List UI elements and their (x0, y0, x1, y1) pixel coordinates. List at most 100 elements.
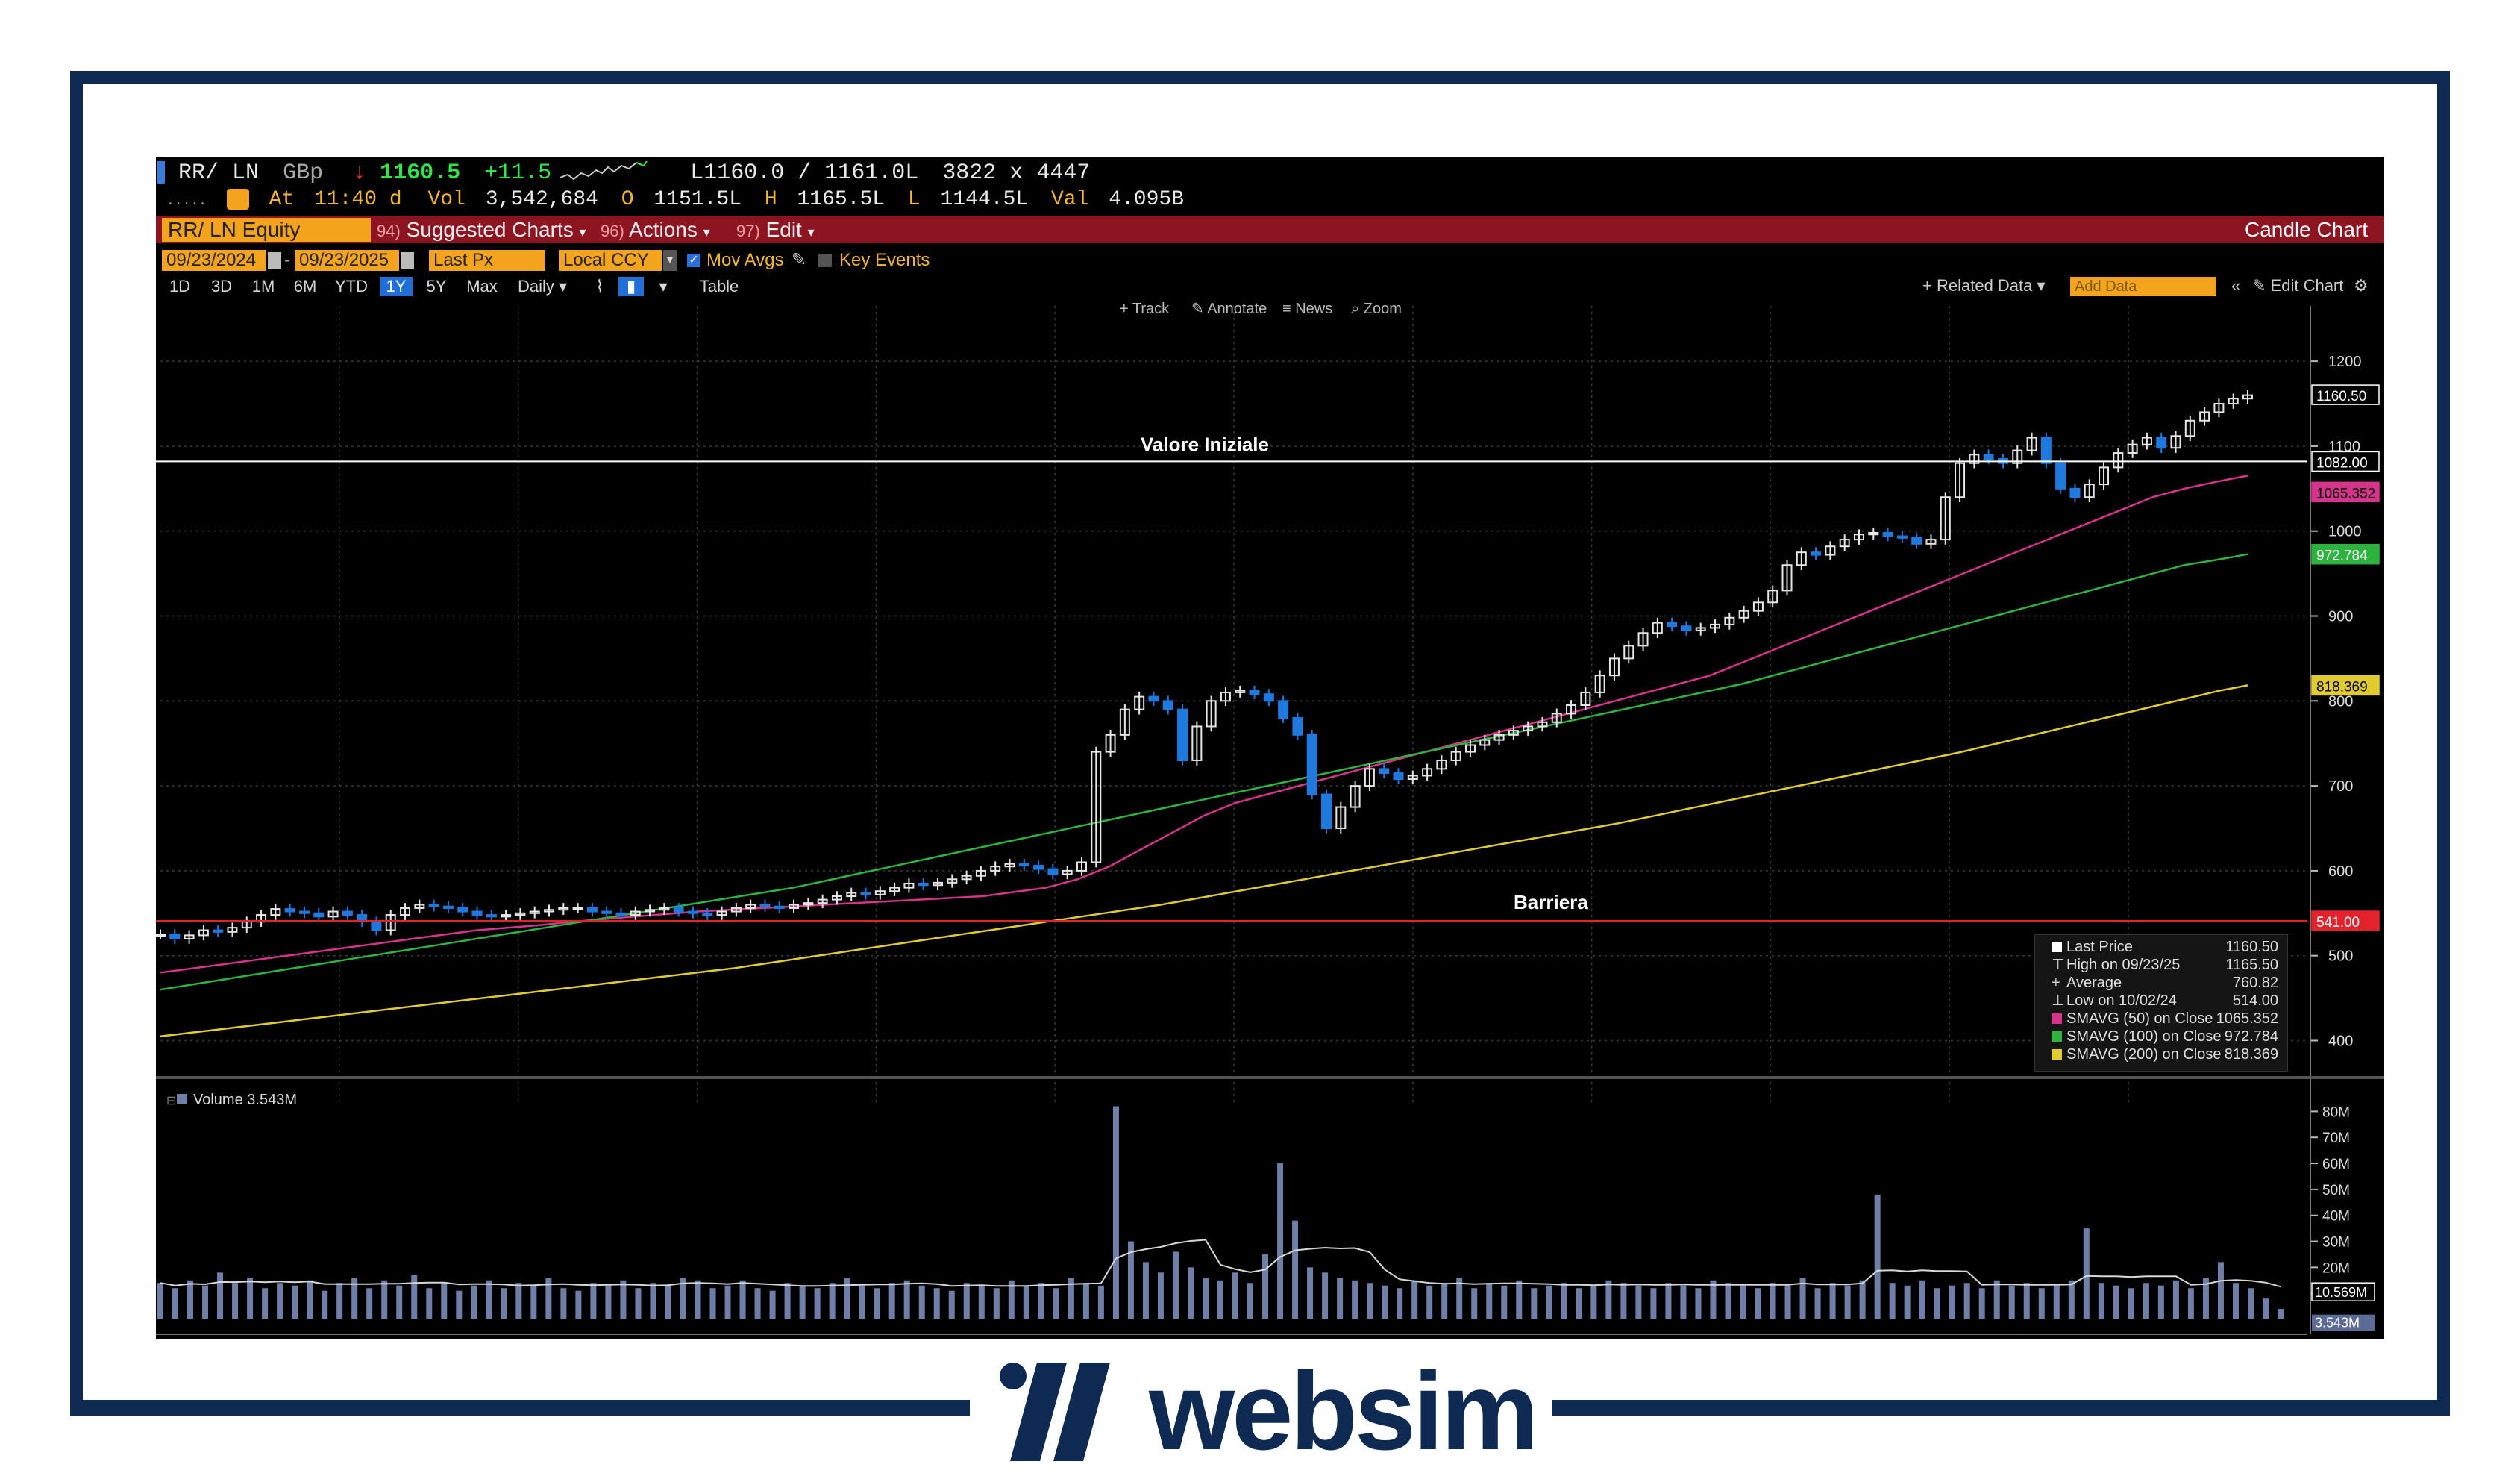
volume-bar (1411, 1280, 1418, 1319)
related-data-menu[interactable]: + Related Data ▾ (1922, 276, 2046, 295)
candle-body (645, 909, 656, 913)
volume-bar (1576, 1288, 1582, 1319)
candle-body (1479, 739, 1491, 746)
legend-value: 1160.50 (2225, 939, 2278, 955)
track-tool[interactable]: + Track (1120, 301, 1170, 317)
volume-bar (2247, 1288, 2254, 1319)
volume-bar (1292, 1220, 1299, 1319)
volume-tick-label: 40M (2322, 1209, 2350, 1225)
edit-chart-button[interactable]: ✎ Edit Chart (2252, 276, 2344, 295)
period-3d[interactable]: 3D (210, 277, 233, 296)
ticker-currency: GBp (283, 160, 324, 186)
volume-bar (560, 1288, 567, 1319)
candle-icon[interactable]: ▮ (618, 277, 644, 296)
price-chart[interactable]: 400 500 600 700 800 900 1000 1100 1200 Valore Ini… (156, 157, 2384, 1339)
add-data-field[interactable]: Add Data (2070, 277, 2216, 296)
candle-body (759, 904, 771, 907)
pencil-icon[interactable]: ✎ (792, 250, 807, 270)
line-chart-icon[interactable]: ⌇ (595, 277, 604, 296)
volume-current-tag (2312, 1314, 2375, 1331)
key-events-checkbox[interactable] (818, 254, 832, 267)
volume-bar (2232, 1283, 2239, 1319)
volume-bar (1097, 1285, 1104, 1319)
candle-body (1896, 535, 1908, 539)
date-from-field[interactable]: 09/23/2024 (162, 250, 266, 271)
candle-body (1493, 734, 1505, 741)
period-ytd[interactable]: YTD (335, 277, 368, 296)
volume-bar (1337, 1278, 1344, 1319)
candle-body (2113, 452, 2124, 469)
mov-avgs-checkbox[interactable]: ✓ (687, 254, 700, 267)
candle-body (1436, 759, 1447, 770)
candle-body (1523, 725, 1534, 732)
candle-body (2012, 449, 2023, 464)
period-1y[interactable]: 1Y (380, 277, 413, 296)
gear-icon[interactable]: ⚙ (2354, 276, 2369, 295)
function-bar (156, 216, 2384, 243)
zoom-tool[interactable]: ⌕ Zoom (1351, 301, 1402, 317)
ticker-symbol[interactable]: RR/ LN (178, 160, 260, 186)
candle-body (1105, 734, 1116, 753)
candle-body (1608, 657, 1620, 677)
calendar-icon[interactable] (268, 252, 281, 269)
legend-label: High on 09/23/25 (2066, 957, 2181, 973)
candle-body (1940, 496, 1951, 541)
volume-bar (1202, 1278, 1209, 1319)
calendar-icon[interactable] (401, 252, 414, 269)
candle-body (2127, 443, 2138, 454)
edit-menu[interactable]: 97) Edit ▾ (736, 218, 815, 241)
axis-tag-label: 1160.50 (2316, 389, 2366, 404)
volume-avg-tag (2311, 1282, 2375, 1301)
volume-bar (1904, 1285, 1911, 1319)
collapse-icon[interactable]: « (2231, 276, 2241, 295)
chevron-down-icon[interactable]: ▾ (659, 277, 668, 296)
annotate-tool[interactable]: ✎ Annotate (1191, 301, 1267, 317)
candle-body (1623, 645, 1634, 660)
candle-body (213, 929, 224, 933)
frequency-select[interactable]: Daily ▾ (517, 277, 568, 296)
suggested-charts-menu[interactable]: 94) Suggested Charts ▾ (377, 218, 586, 241)
volume-bar (2053, 1285, 2060, 1319)
volume-bar (2038, 1288, 2045, 1319)
volume-bar (918, 1285, 925, 1319)
period-1d[interactable]: 1D (169, 277, 191, 296)
price-change: +11.5 (484, 160, 552, 186)
candle-body (544, 909, 555, 913)
candle-body (442, 905, 454, 909)
date-to-field[interactable]: 09/23/2025 (295, 250, 399, 271)
candle-body (1796, 551, 1807, 566)
volume-bar (620, 1280, 627, 1319)
candle-body (1033, 865, 1044, 870)
candle-body (371, 921, 382, 931)
candle-body (1004, 863, 1015, 868)
candle-body (1422, 768, 1433, 777)
table-button[interactable]: Table (699, 277, 739, 296)
news-tool[interactable]: ≡ News (1282, 301, 1333, 317)
candle-body (1781, 564, 1793, 592)
actions-menu[interactable]: 96) Actions ▾ (601, 218, 710, 241)
volume-value: 3,542,684 (485, 188, 598, 211)
equity-field[interactable]: RR/ LN Equity (162, 218, 371, 242)
key-events-label[interactable]: Key Events (839, 250, 930, 270)
period-6m[interactable]: 6M (293, 277, 317, 296)
y-tick-label: 800 (2328, 693, 2353, 710)
price-field[interactable]: Last Px (429, 250, 545, 271)
candle-body (817, 898, 828, 904)
currency-field[interactable]: Local CCY (559, 250, 662, 271)
period-max[interactable]: Max (466, 277, 498, 296)
volume-bar (471, 1285, 477, 1319)
chevron-down-icon[interactable]: ▾ (663, 250, 677, 271)
period-1m[interactable]: 1M (251, 277, 275, 296)
exchange-icon[interactable] (226, 188, 249, 210)
candle-body (1235, 690, 1246, 693)
candle-body (572, 907, 583, 910)
legend-label: Low on 10/02/24 (2066, 992, 2177, 1009)
mov-avgs-label[interactable]: Mov Avgs (706, 250, 784, 270)
candle-body (1551, 713, 1562, 723)
brand-name: websim (1149, 1350, 1539, 1473)
candle-body (889, 887, 900, 892)
candle-body (2170, 435, 2181, 449)
period-5y[interactable]: 5Y (426, 277, 447, 296)
volume-bar (1605, 1280, 1612, 1319)
volume-bar (575, 1290, 582, 1319)
